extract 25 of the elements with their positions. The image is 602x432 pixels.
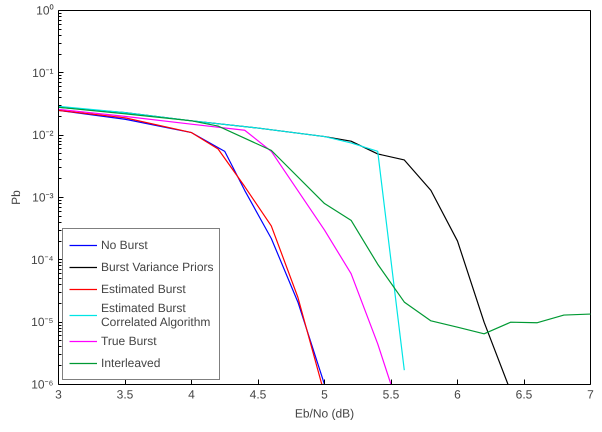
x-tick-label: 7 [587,388,594,402]
legend-label: Interleaved [101,356,160,370]
x-tick-label: 5.5 [382,388,400,402]
x-axis-title: Eb/No (dB) [294,406,354,420]
x-tick-label: 6.5 [516,388,533,402]
y-tick-label: 10⁻² [32,128,54,142]
y-tick-label: 10⁻⁵ [31,315,54,330]
legend-label: True Burst [101,334,157,348]
y-axis-title: Pb [8,190,23,205]
legend-label: Estimated Burst Correlated Algorithm [101,301,210,329]
legend-label: Estimated Burst [101,282,186,296]
x-tick-label: 4.5 [250,388,267,402]
x-tick-label: 4 [188,388,196,402]
legend-label: No Burst [101,238,148,252]
x-tick-label: 6 [454,388,462,402]
x-tick-label: 5 [321,388,328,402]
y-tick-label: 10⁻⁴ [30,252,54,267]
y-tick-label: 10⁰ [36,4,54,18]
x-tick-label: 3.5 [116,388,134,402]
x-tick-label: 3 [55,388,62,402]
legend-label: Burst Variance Priors [101,260,214,274]
y-tick-label: 10⁻¹ [32,66,54,80]
y-tick-label: 10⁻³ [32,190,54,204]
y-tick-label: 10⁻⁶ [31,378,54,392]
line-series [58,106,590,334]
